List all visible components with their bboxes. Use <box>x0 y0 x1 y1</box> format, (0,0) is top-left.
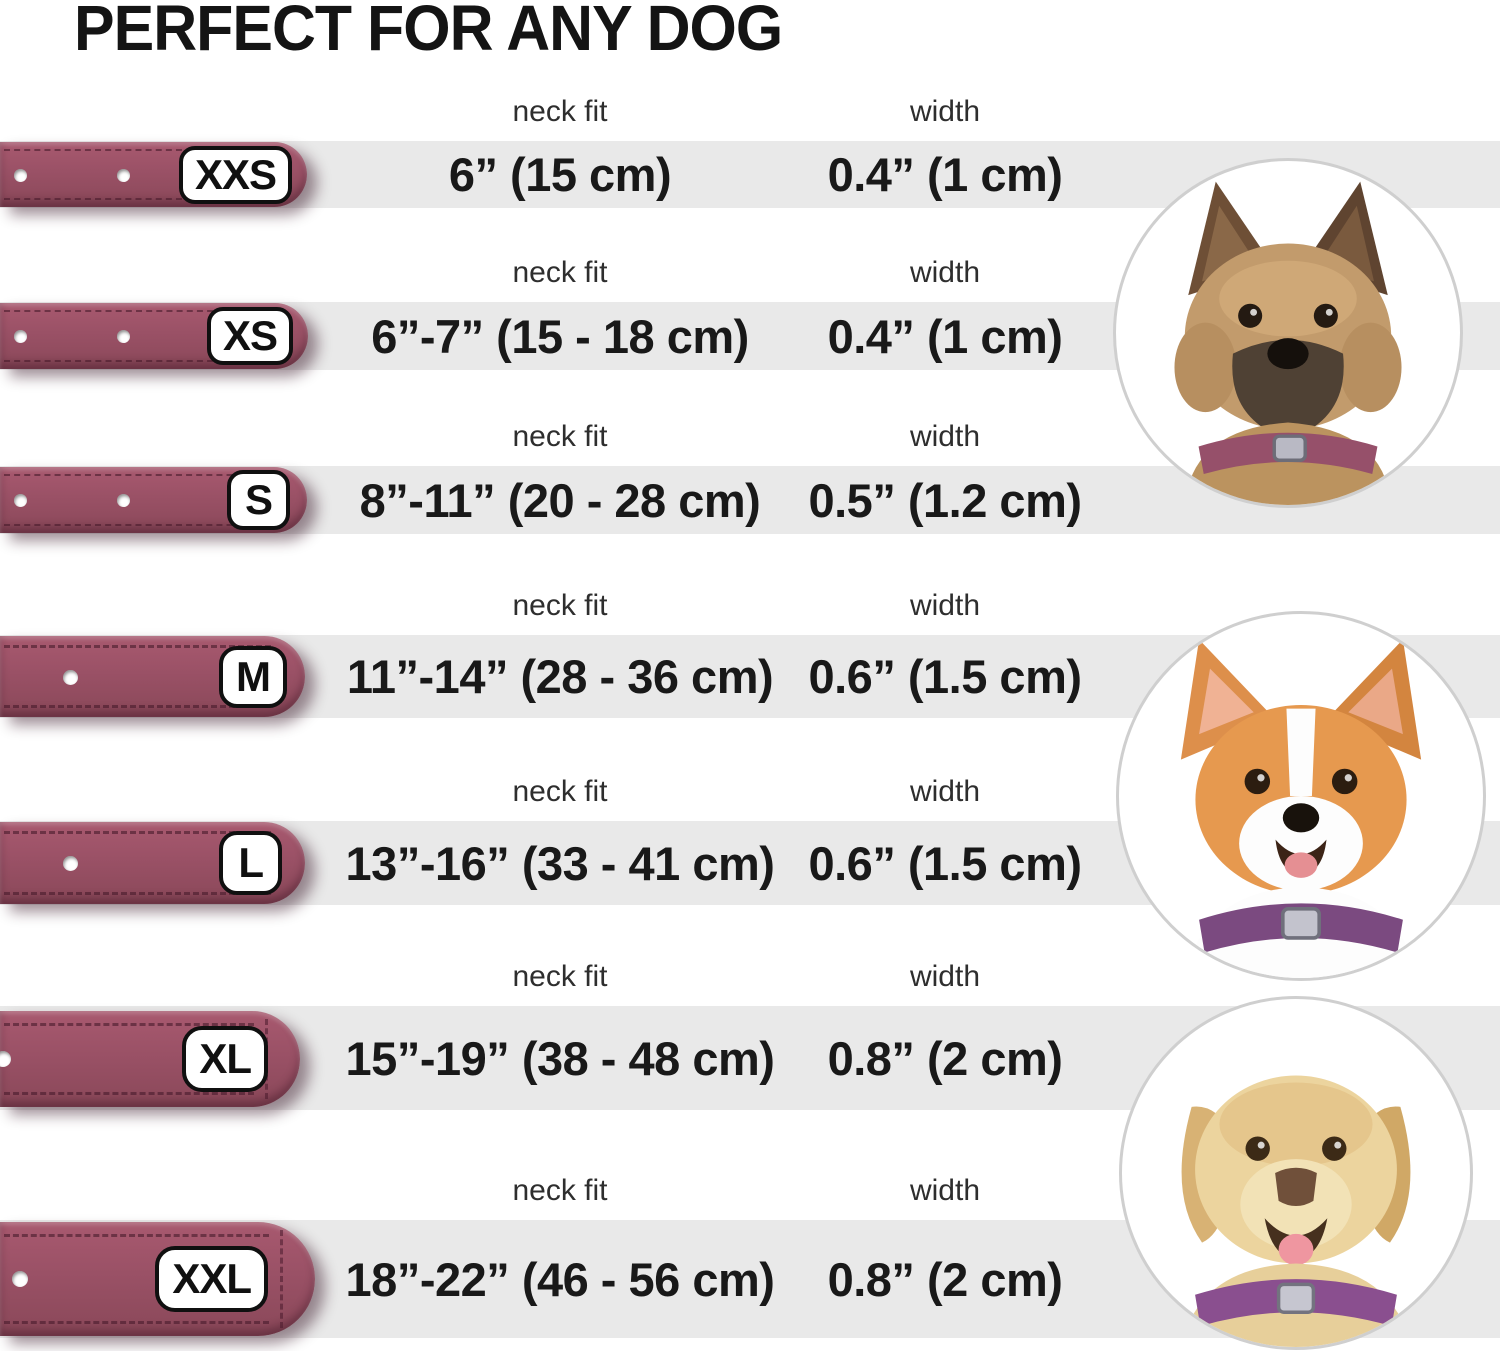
cairn-terrier-illustration <box>1174 181 1402 505</box>
neck-fit-header: neck fit <box>512 589 608 622</box>
width-header: width <box>909 775 981 808</box>
width-value: 0.4” (1 cm) <box>827 309 1063 363</box>
width-header: width <box>909 960 981 993</box>
collar-stitching <box>4 474 273 526</box>
corgi-illustration <box>1180 639 1422 978</box>
collar-hole <box>0 1051 11 1067</box>
collar-strap: XXS <box>0 142 307 207</box>
size-badge: L <box>219 831 282 895</box>
page-title: PERFECT FOR ANY DOG <box>74 0 783 64</box>
width-header: width <box>909 256 981 289</box>
collar-hole <box>63 669 78 685</box>
neck-fit-value: 13”-16” (33 - 41 cm) <box>345 836 775 890</box>
neck-fit-value: 8”-11” (20 - 28 cm) <box>359 473 761 527</box>
collar-strap: L <box>0 822 305 904</box>
neck-fit-value: 18”-22” (46 - 56 cm) <box>345 1252 775 1306</box>
collar-strap: XL <box>0 1011 300 1107</box>
collar-fold-seam <box>280 1230 283 1328</box>
collar-hole <box>117 330 130 343</box>
width-value: 0.8” (2 cm) <box>827 1031 1063 1085</box>
collar-strap: XS <box>0 303 308 369</box>
collar-stitching <box>4 831 271 895</box>
collar-stitching <box>4 310 274 362</box>
collar-stitching <box>4 645 271 708</box>
width-header: width <box>909 420 981 453</box>
dog-photo-corgi <box>1116 611 1486 981</box>
size-badge: XS <box>206 307 293 365</box>
collar-hole <box>14 330 27 343</box>
collar-stitching <box>4 149 273 200</box>
neck-fit-value: 6”-7” (15 - 18 cm) <box>371 309 749 363</box>
labrador-illustration <box>1181 1075 1411 1347</box>
size-badge: XXL <box>155 1246 268 1312</box>
neck-fit-value: 6” (15 cm) <box>448 148 672 201</box>
width-header: width <box>909 589 981 622</box>
collar-hole <box>14 494 27 507</box>
width-value: 0.6” (1.5 cm) <box>808 650 1082 703</box>
size-badge: XL <box>182 1026 268 1092</box>
width-value: 0.6” (1.5 cm) <box>808 836 1082 890</box>
width-header: width <box>909 95 981 128</box>
collar-hole <box>12 1271 28 1287</box>
size-badge: S <box>226 470 290 530</box>
neck-fit-header: neck fit <box>512 960 608 993</box>
width-value: 0.5” (1.2 cm) <box>808 473 1082 527</box>
neck-fit-header: neck fit <box>512 1174 608 1207</box>
collar-strap: XXL <box>0 1222 315 1336</box>
dog-photo-labrador <box>1119 996 1473 1350</box>
neck-fit-value: 11”-14” (28 - 36 cm) <box>346 650 774 703</box>
width-header: width <box>909 1174 981 1207</box>
collar-hole <box>117 494 130 507</box>
dog-photo-cairn-terrier <box>1113 158 1463 508</box>
collar-stitching <box>4 1234 269 1324</box>
neck-fit-value: 15”-19” (38 - 48 cm) <box>345 1031 775 1085</box>
collar-hole <box>14 168 27 182</box>
collar-hole <box>117 168 130 182</box>
width-value: 0.8” (2 cm) <box>827 1252 1063 1306</box>
size-badge: XXS <box>178 145 292 204</box>
neck-fit-header: neck fit <box>512 420 608 453</box>
size-badge: M <box>219 645 287 708</box>
collar-stitching <box>4 1023 254 1095</box>
collar-strap: M <box>0 636 305 717</box>
neck-fit-header: neck fit <box>512 256 608 289</box>
neck-fit-header: neck fit <box>512 95 608 128</box>
collar-hole <box>63 856 78 871</box>
width-value: 0.4” (1 cm) <box>827 148 1063 201</box>
neck-fit-header: neck fit <box>512 775 608 808</box>
collar-strap: S <box>0 467 307 533</box>
